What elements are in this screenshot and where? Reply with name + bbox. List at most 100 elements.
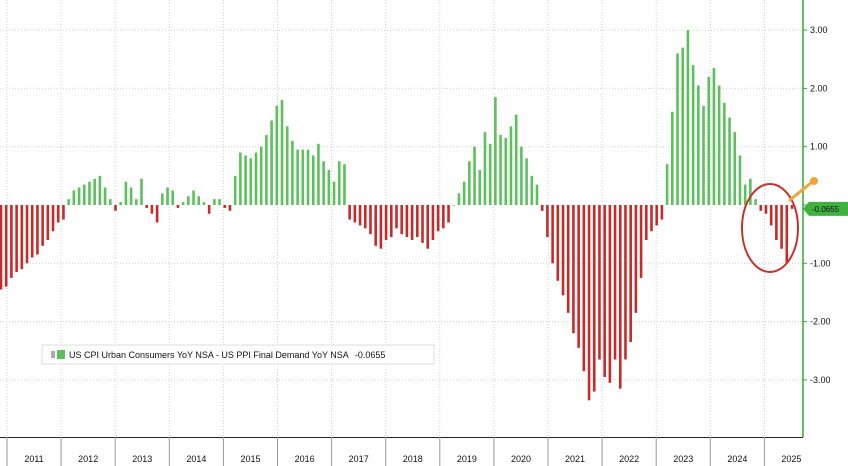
last-value-badge: -0.0655	[803, 201, 848, 216]
x-tick-label: 2023	[673, 454, 693, 464]
bar	[785, 205, 789, 264]
bar	[285, 126, 289, 205]
bar	[395, 205, 398, 229]
bar	[202, 202, 206, 205]
bar	[587, 205, 591, 401]
bar	[223, 205, 227, 208]
bar	[327, 170, 331, 205]
bar	[660, 205, 664, 220]
bar	[129, 187, 133, 205]
bar	[707, 76, 711, 206]
bar	[566, 205, 570, 313]
bar	[780, 205, 783, 249]
bar	[442, 205, 445, 229]
bar	[733, 132, 737, 206]
bar	[56, 205, 60, 223]
bar	[280, 100, 284, 205]
bar	[462, 181, 466, 205]
bar	[291, 140, 294, 205]
x-tick-label: 2017	[349, 454, 369, 464]
bar	[135, 199, 138, 205]
bar	[15, 205, 18, 273]
legend-box	[41, 344, 435, 365]
bar	[457, 193, 461, 205]
x-tick-label: 2025	[781, 454, 801, 464]
bar	[697, 85, 700, 205]
last-value-box	[803, 201, 848, 216]
bar	[421, 205, 424, 243]
bar	[239, 152, 242, 205]
bar	[608, 205, 612, 383]
bar	[343, 164, 346, 205]
bar	[717, 85, 721, 205]
bar	[155, 205, 159, 223]
bar	[119, 202, 122, 205]
bar	[728, 117, 731, 205]
bar	[634, 205, 638, 313]
bar	[20, 205, 24, 270]
bar	[98, 175, 102, 205]
bar	[114, 205, 117, 211]
bar	[306, 149, 310, 205]
bar	[150, 205, 154, 214]
bar	[72, 190, 76, 205]
bar	[161, 193, 164, 205]
bar	[769, 205, 773, 226]
x-tick-label: 2013	[132, 454, 152, 464]
bar	[192, 190, 195, 205]
bar	[431, 205, 435, 240]
bar	[181, 202, 185, 205]
bar	[369, 205, 372, 235]
bar	[10, 205, 13, 278]
legend-swatch-icon	[57, 350, 65, 359]
bar	[743, 184, 747, 205]
bar	[124, 181, 128, 205]
bars	[0, 30, 794, 401]
bar	[613, 205, 617, 360]
x-tick-label: 2011	[24, 454, 43, 464]
y-tick-label: -3.00	[810, 375, 831, 385]
bar	[218, 199, 221, 205]
bar	[270, 120, 273, 205]
bar	[592, 205, 596, 392]
legend-swatch-icon	[51, 351, 55, 358]
bar	[499, 135, 502, 205]
bar	[514, 114, 518, 205]
x-tick-label: 2022	[619, 454, 639, 464]
y-tick-label: 3.00	[810, 25, 828, 35]
y-tick-labels: -3.00 -2.00 -1.00 1.00 2.00 3.00	[803, 25, 831, 385]
x-tick-label: 2021	[565, 454, 585, 464]
bar	[473, 146, 476, 205]
bar	[556, 205, 560, 281]
bar	[67, 199, 70, 205]
bar	[233, 175, 237, 205]
bar	[51, 205, 55, 232]
y-tick-label: 1.00	[810, 142, 828, 152]
arrow-head-dot	[810, 177, 818, 185]
bar	[712, 68, 716, 205]
bar	[25, 205, 29, 264]
bar	[764, 205, 768, 214]
bar	[468, 161, 471, 205]
bar	[723, 102, 726, 205]
bar	[577, 205, 580, 348]
bar	[624, 205, 627, 360]
bar	[790, 205, 794, 209]
bar	[540, 205, 544, 211]
bar	[140, 178, 143, 205]
bar	[488, 143, 492, 205]
y-tick-label: -1.00	[810, 258, 831, 268]
bar	[390, 205, 393, 238]
bar	[317, 143, 320, 205]
legend: US CPI Urban Consumers YoY NSA - US PPI …	[41, 344, 435, 365]
x-tick-label: 2012	[78, 454, 98, 464]
x-tick-label: 2015	[240, 454, 260, 464]
bar	[30, 205, 34, 258]
bar	[197, 196, 201, 205]
annotations	[741, 177, 818, 273]
bar	[207, 205, 211, 214]
bar	[405, 205, 409, 238]
bar	[436, 205, 440, 232]
bar	[686, 30, 690, 205]
bar	[665, 164, 669, 205]
